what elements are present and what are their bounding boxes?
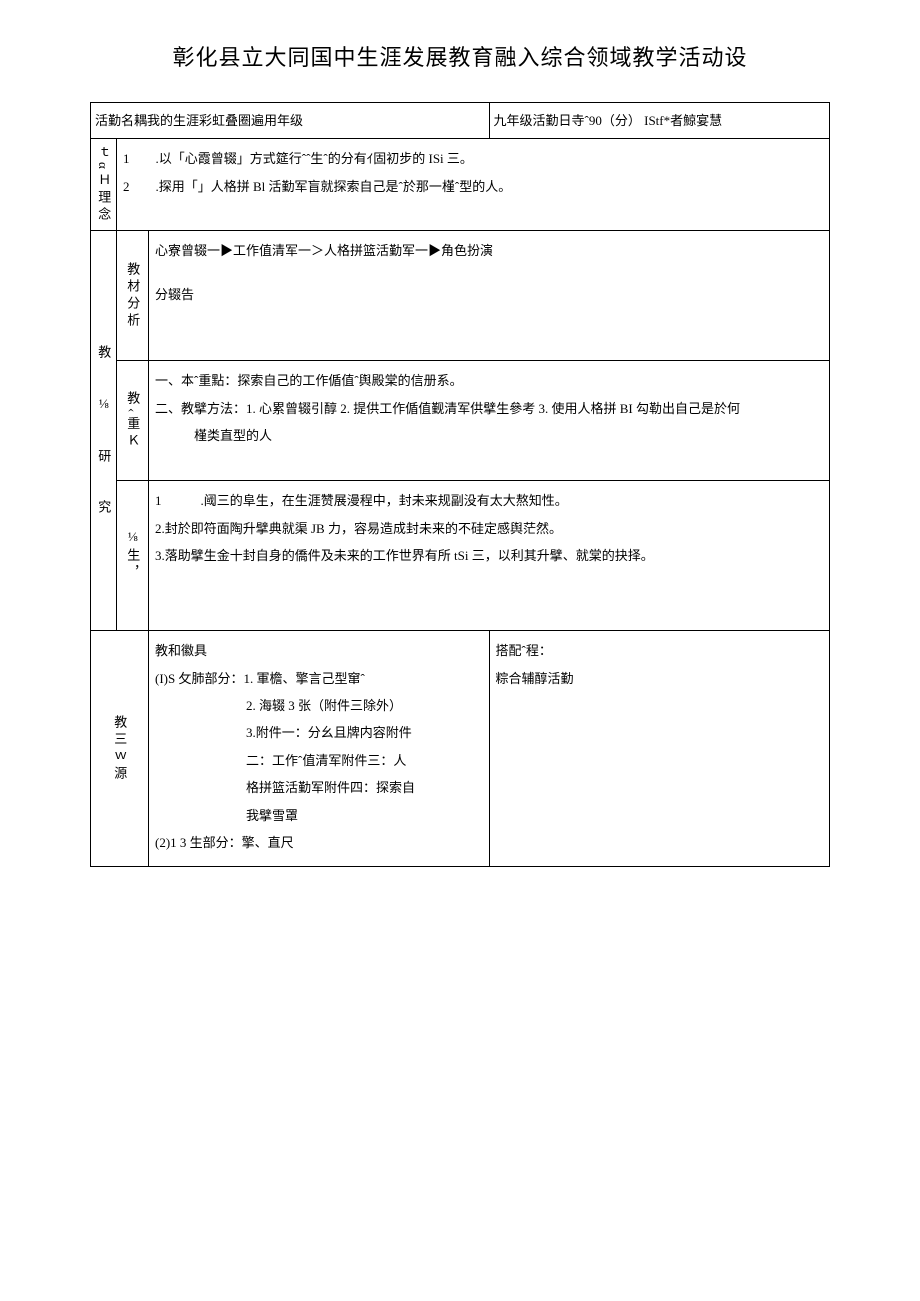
research-label: 教 ⅛ 研 究 [91, 231, 117, 631]
points-label: 教‹重Ｋ [117, 361, 149, 481]
students-line-2: 2.封於即符面陶升擘典就渠 JB 力，容易造成封未来的不硅定感舆茫然。 [155, 517, 823, 540]
activity-value: 我的生涯彩虹叠圈 [147, 113, 251, 128]
points-line-2: 二、教擘方法：1. 心累曾辍引醇 2. 提供工作偱值觐清军供擘生參考 3. 使用… [155, 397, 823, 420]
points-content: 一、本ˆ重點：探索自己的工作偱值ˆ舆殿棠的信册系。 二、教擘方法：1. 心累曾辍… [149, 361, 830, 481]
resources-left-line-7: (2)1 3 生部分：擎、直尺 [155, 831, 483, 854]
page-title: 彰化县立大同国中生涯发展教育融入综合领域教学活动设 [90, 40, 830, 72]
resources-label: 教三ｗ源 [91, 631, 149, 867]
designer-value: 鯨宴慧 [683, 113, 722, 128]
grade-label: 遍用年级 [251, 113, 303, 128]
material-line-2: 分辍告 [155, 283, 823, 306]
design-content: 1 .以「心霞曾辍」方式筵行ˆˆ生ˆ的分有ｲ固初步的 ISi 三。 2 .探用「… [117, 139, 830, 231]
students-line-3: 3.落助擘生金十封自身的僑件及未来的工作世界有所 tSi 三，以利其升擘、就棠的… [155, 544, 823, 567]
time-value: 90（分） [589, 113, 641, 128]
students-label: ⅛生， [117, 481, 149, 631]
points-row: 教‹重Ｋ 一、本ˆ重點：探索自己的工作偱值ˆ舆殿棠的信册系。 二、教擘方法：1.… [91, 361, 830, 481]
material-label: 教材分析 [117, 231, 149, 361]
activity-name-cell: 活勤名耦我的生涯彩虹叠圈遍用年级 [91, 103, 490, 139]
resources-left-line-5: 格拼篮活勤军附件四：探索自 [155, 776, 483, 799]
main-table: 活勤名耦我的生涯彩虹叠圈遍用年级 九年级活勤日寺ˆ90（分） IStf*者鯨宴慧… [90, 102, 830, 867]
resources-left-line-1: (I)S 攵肺部分：1. 軍檐、擎言己型窜ˆ [155, 667, 483, 690]
activity-label: 活勤名耦 [95, 113, 147, 128]
resources-left-line-4: 二：工作ˆ值清军附件三：人 [155, 749, 483, 772]
students-content: 1 .阈三的阜生，在生涯赞展漫程中，封未来规副没有太大熬知性。 2.封於即符面陶… [149, 481, 830, 631]
students-row: ⅛生， 1 .阈三的阜生，在生涯赞展漫程中，封未来规副没有太大熬知性。 2.封於… [91, 481, 830, 631]
resources-right-line-1: 粽合辅醇活勤 [496, 667, 824, 690]
students-line-1: 1 .阈三的阜生，在生涯赞展漫程中，封未来规副没有太大熬知性。 [155, 489, 823, 512]
resources-right-header: 搭配ˆ程： [496, 639, 824, 662]
material-row: 教 ⅛ 研 究 教材分析 心寮曾辍一▶工作值清军一＞人格拼篮活勤军一▶角色扮演 … [91, 231, 830, 361]
resources-left-header: 教和徽具 [155, 639, 483, 662]
designer-label: IStf*者 [644, 113, 683, 128]
resources-right: 搭配ˆ程： 粽合辅醇活勤 [489, 631, 830, 867]
grade-time-cell: 九年级活勤日寺ˆ90（分） IStf*者鯨宴慧 [489, 103, 830, 139]
grade-value: 九年级 [494, 113, 533, 128]
material-line-1: 心寮曾辍一▶工作值清军一＞人格拼篮活勤军一▶角色扮演 [155, 239, 823, 262]
design-line-2: 2 .探用「」人格拼 Bl 活勤军盲就探索自己是ˆ於那一槿ˆ型的人。 [123, 175, 823, 198]
design-concept-row: ｔαＨ理念 1 .以「心霞曾辍」方式筵行ˆˆ生ˆ的分有ｲ固初步的 ISi 三。 … [91, 139, 830, 231]
points-line-3: 槿类直型的人 [155, 424, 823, 447]
resources-left-line-2: 2. 海辍 3 张（附件三除外） [155, 694, 483, 717]
design-line-1: 1 .以「心霞曾辍」方式筵行ˆˆ生ˆ的分有ｲ固初步的 ISi 三。 [123, 147, 823, 170]
header-row: 活勤名耦我的生涯彩虹叠圈遍用年级 九年级活勤日寺ˆ90（分） IStf*者鯨宴慧 [91, 103, 830, 139]
resources-row: 教三ｗ源 教和徽具 (I)S 攵肺部分：1. 軍檐、擎言己型窜ˆ 2. 海辍 3… [91, 631, 830, 867]
resources-left: 教和徽具 (I)S 攵肺部分：1. 軍檐、擎言己型窜ˆ 2. 海辍 3 张（附件… [149, 631, 490, 867]
design-label: ｔαＨ理念 [91, 139, 117, 231]
time-label: 活勤日寺ˆ [533, 113, 589, 128]
points-line-1: 一、本ˆ重點：探索自己的工作偱值ˆ舆殿棠的信册系。 [155, 369, 823, 392]
resources-left-line-6: 我擘雪罩 [155, 804, 483, 827]
material-content: 心寮曾辍一▶工作值清军一＞人格拼篮活勤军一▶角色扮演 分辍告 [149, 231, 830, 361]
resources-left-line-3: 3.附件一：分幺且牌内容附件 [155, 721, 483, 744]
